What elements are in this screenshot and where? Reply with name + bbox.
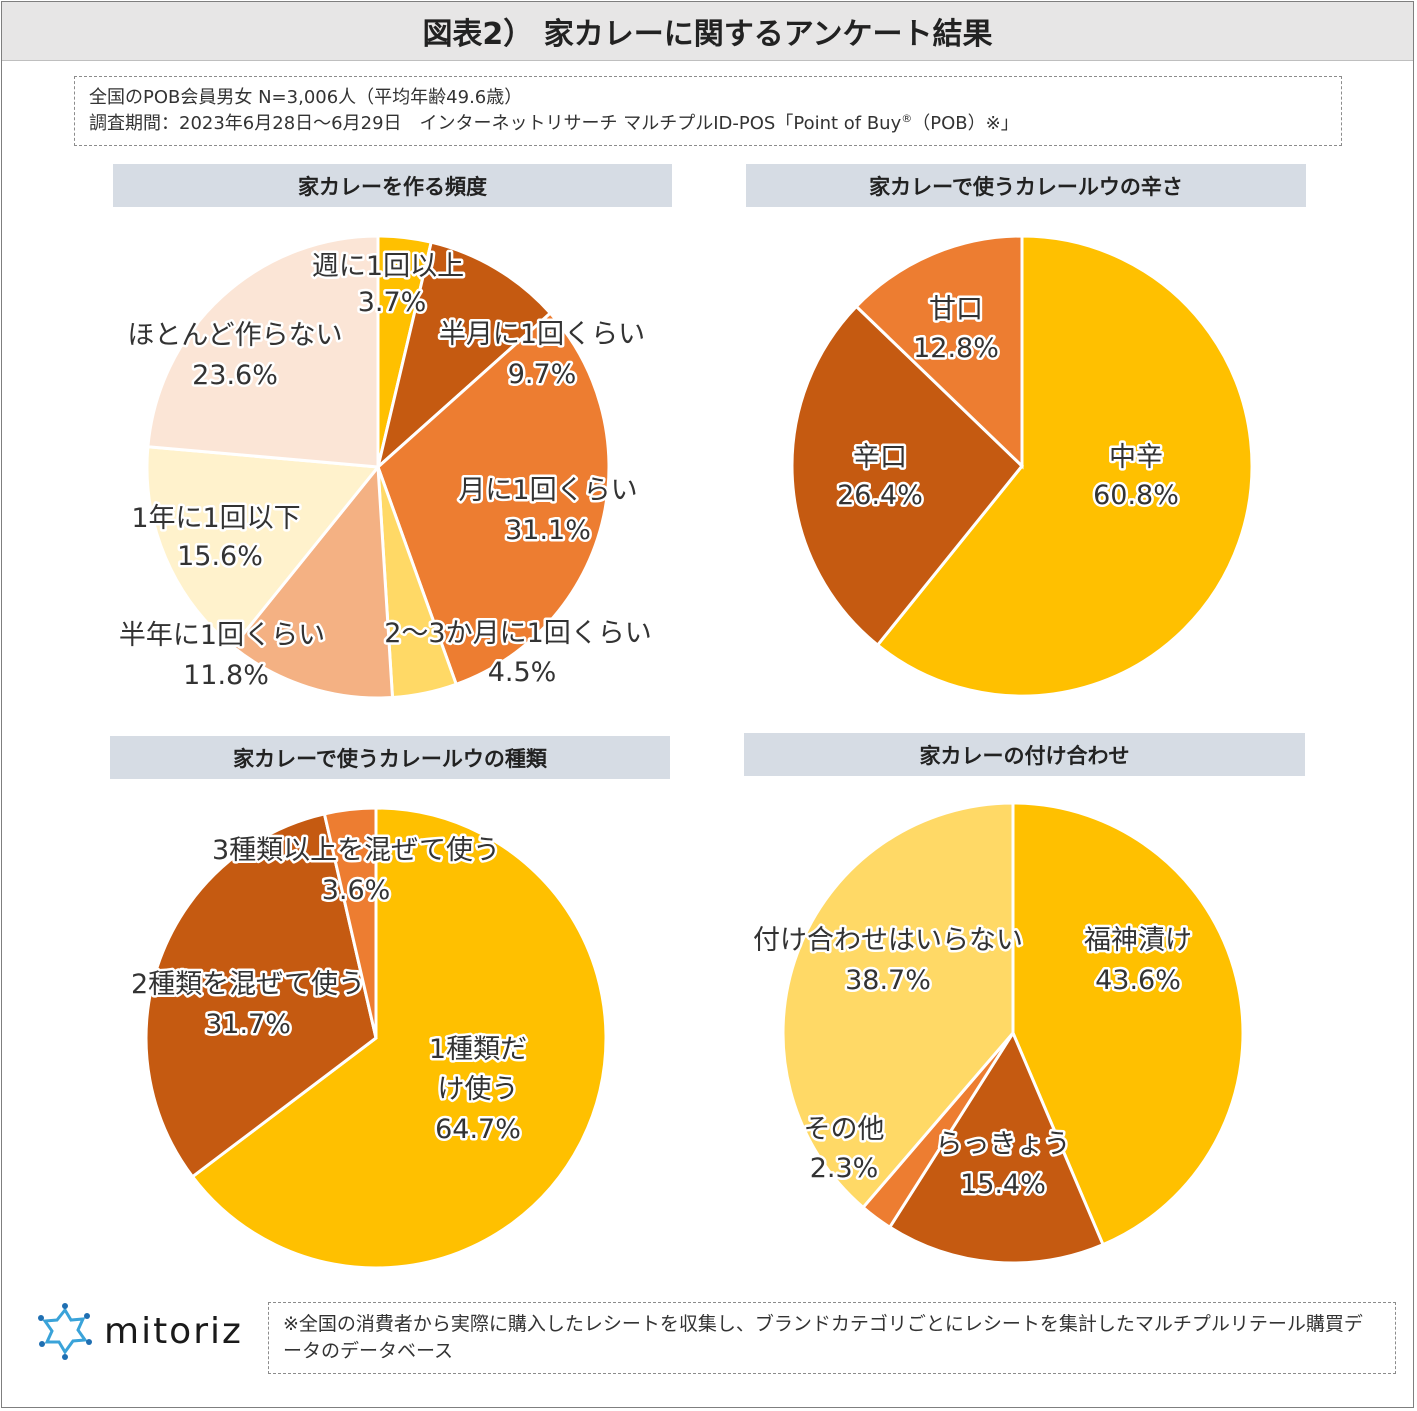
pie-slice (790, 304, 1025, 648)
slice-value-label: 38.7% (845, 965, 931, 996)
slice-category-label: 中辛 (1109, 442, 1163, 473)
slice-category-label: 半月に1回くらい (439, 319, 645, 350)
pie-slice (1011, 801, 1245, 1247)
slice-value-label: 15.4% (960, 1169, 1046, 1200)
slice-value-label: 60.8% (1093, 480, 1179, 511)
pie-slice (190, 806, 608, 1270)
slice-value-label: 9.7% (508, 359, 577, 390)
slice-value-label: 23.6% (192, 360, 278, 391)
survey-period-line: 調査期間：2023年6月28日～6月29日 インターネットリサーチ マルチプルI… (89, 111, 1327, 137)
chart-header-frequency: 家カレーを作る頻度 (113, 164, 672, 207)
pie-slice (854, 234, 1024, 470)
slice-category-label: 辛口 (853, 442, 907, 473)
slice-value-label: 43.6% (1095, 965, 1181, 996)
slice-value-label: 26.4% (837, 480, 923, 511)
registered-mark: ® (901, 112, 913, 125)
slice-value-label: 15.6% (177, 541, 263, 572)
logo-text: mitoriz (104, 1310, 243, 1352)
chart-header-side-dishes: 家カレーの付け合わせ (744, 733, 1305, 776)
slice-category-label: ほとんど作らない (127, 320, 342, 351)
slice-category-label: 週に1回以上 (312, 251, 464, 282)
slice-category-label: 1種類だ (429, 1034, 527, 1065)
survey-info-box: 全国のPOB会員男女 N=3,006人（平均年齢49.6歳） 調査期間：2023… (74, 76, 1342, 146)
pie-slice (375, 240, 553, 472)
pie-side_dishes: 福神漬け 43.6% らっきょう 15.4% その他 2.3% 付け合わせはいらない 38.7… (751, 801, 1245, 1265)
pie-slice (146, 234, 380, 469)
slice-category-label: 2種類を混ぜて使う (131, 969, 365, 1000)
footnote: ※全国の消費者から実際に購入したレシートを収集し、ブランドカテゴリごとにレシート… (268, 1302, 1396, 1374)
slice-category-label: 月に1回くらい (458, 475, 637, 506)
slice-value-label: 64.7% (435, 1114, 521, 1145)
slice-value-label: 2.3% (810, 1153, 879, 1184)
sun-burst-logo-icon (38, 1303, 92, 1360)
slice-category-label: らっきょう (936, 1129, 1071, 1160)
pie-slice (887, 1029, 1105, 1265)
pie-slice (145, 445, 381, 649)
survey-period-text: 調査期間：2023年6月28日～6月29日 インターネットリサーチ マルチプルI… (89, 113, 902, 134)
pie-slice (376, 311, 611, 687)
pie-slice (230, 463, 395, 700)
chart-header-spiciness: 家カレーで使うカレールウの辛さ (746, 164, 1306, 207)
figure-title: 図表2） 家カレーに関するアンケート結果 (2, 2, 1413, 61)
chart-header-roux-types: 家カレーで使うカレールウの種類 (110, 736, 670, 779)
slice-category-label: 付け合わせはいらない (753, 925, 1023, 956)
slice-category-label: その他 (804, 1114, 885, 1145)
pie-slice (144, 812, 378, 1179)
slice-category-label: 福神漬け (1084, 925, 1192, 956)
slice-value-label: 31.7% (205, 1009, 291, 1040)
survey-sample-line: 全国のPOB会員男女 N=3,006人（平均年齢49.6歳） (89, 87, 523, 108)
slice-category-label: 1年に1回以下 (131, 503, 300, 534)
pie-slice (781, 801, 1015, 1210)
slice-value-label: 12.8% (913, 333, 999, 364)
slice-value-label: 31.1% (505, 515, 591, 546)
slice-value-label: 3.6% (322, 875, 391, 906)
slice-category-label: 半年に1回くらい (119, 620, 325, 651)
pie-spiciness: 中辛 60.8% 辛口 26.4% 甘口 12.8% (790, 234, 1254, 698)
slice-value-label: 11.8% (183, 660, 269, 691)
slice-value-label: 4.5% (488, 657, 557, 688)
slice-value-label: 3.7% (358, 287, 427, 318)
slice-category-label: 3種類以上を混ぜて使う (212, 835, 500, 866)
slice-category-label: 甘口 (929, 294, 983, 325)
mitoriz-logo: mitoriz (36, 1300, 256, 1362)
slice-category-label: 2～3か月に1回くらい (384, 618, 652, 649)
pie-frequency: 週に1回以上 3.7% 半月に1回くらい 9.7% 月に1回くらい 31.1% 2～3か月に… (116, 234, 654, 700)
pie-slice (322, 806, 378, 1039)
slice-category-label: け使う (438, 1074, 519, 1105)
pie-slice (875, 234, 1254, 698)
survey-period-end: （POB）※」 (912, 113, 1019, 134)
